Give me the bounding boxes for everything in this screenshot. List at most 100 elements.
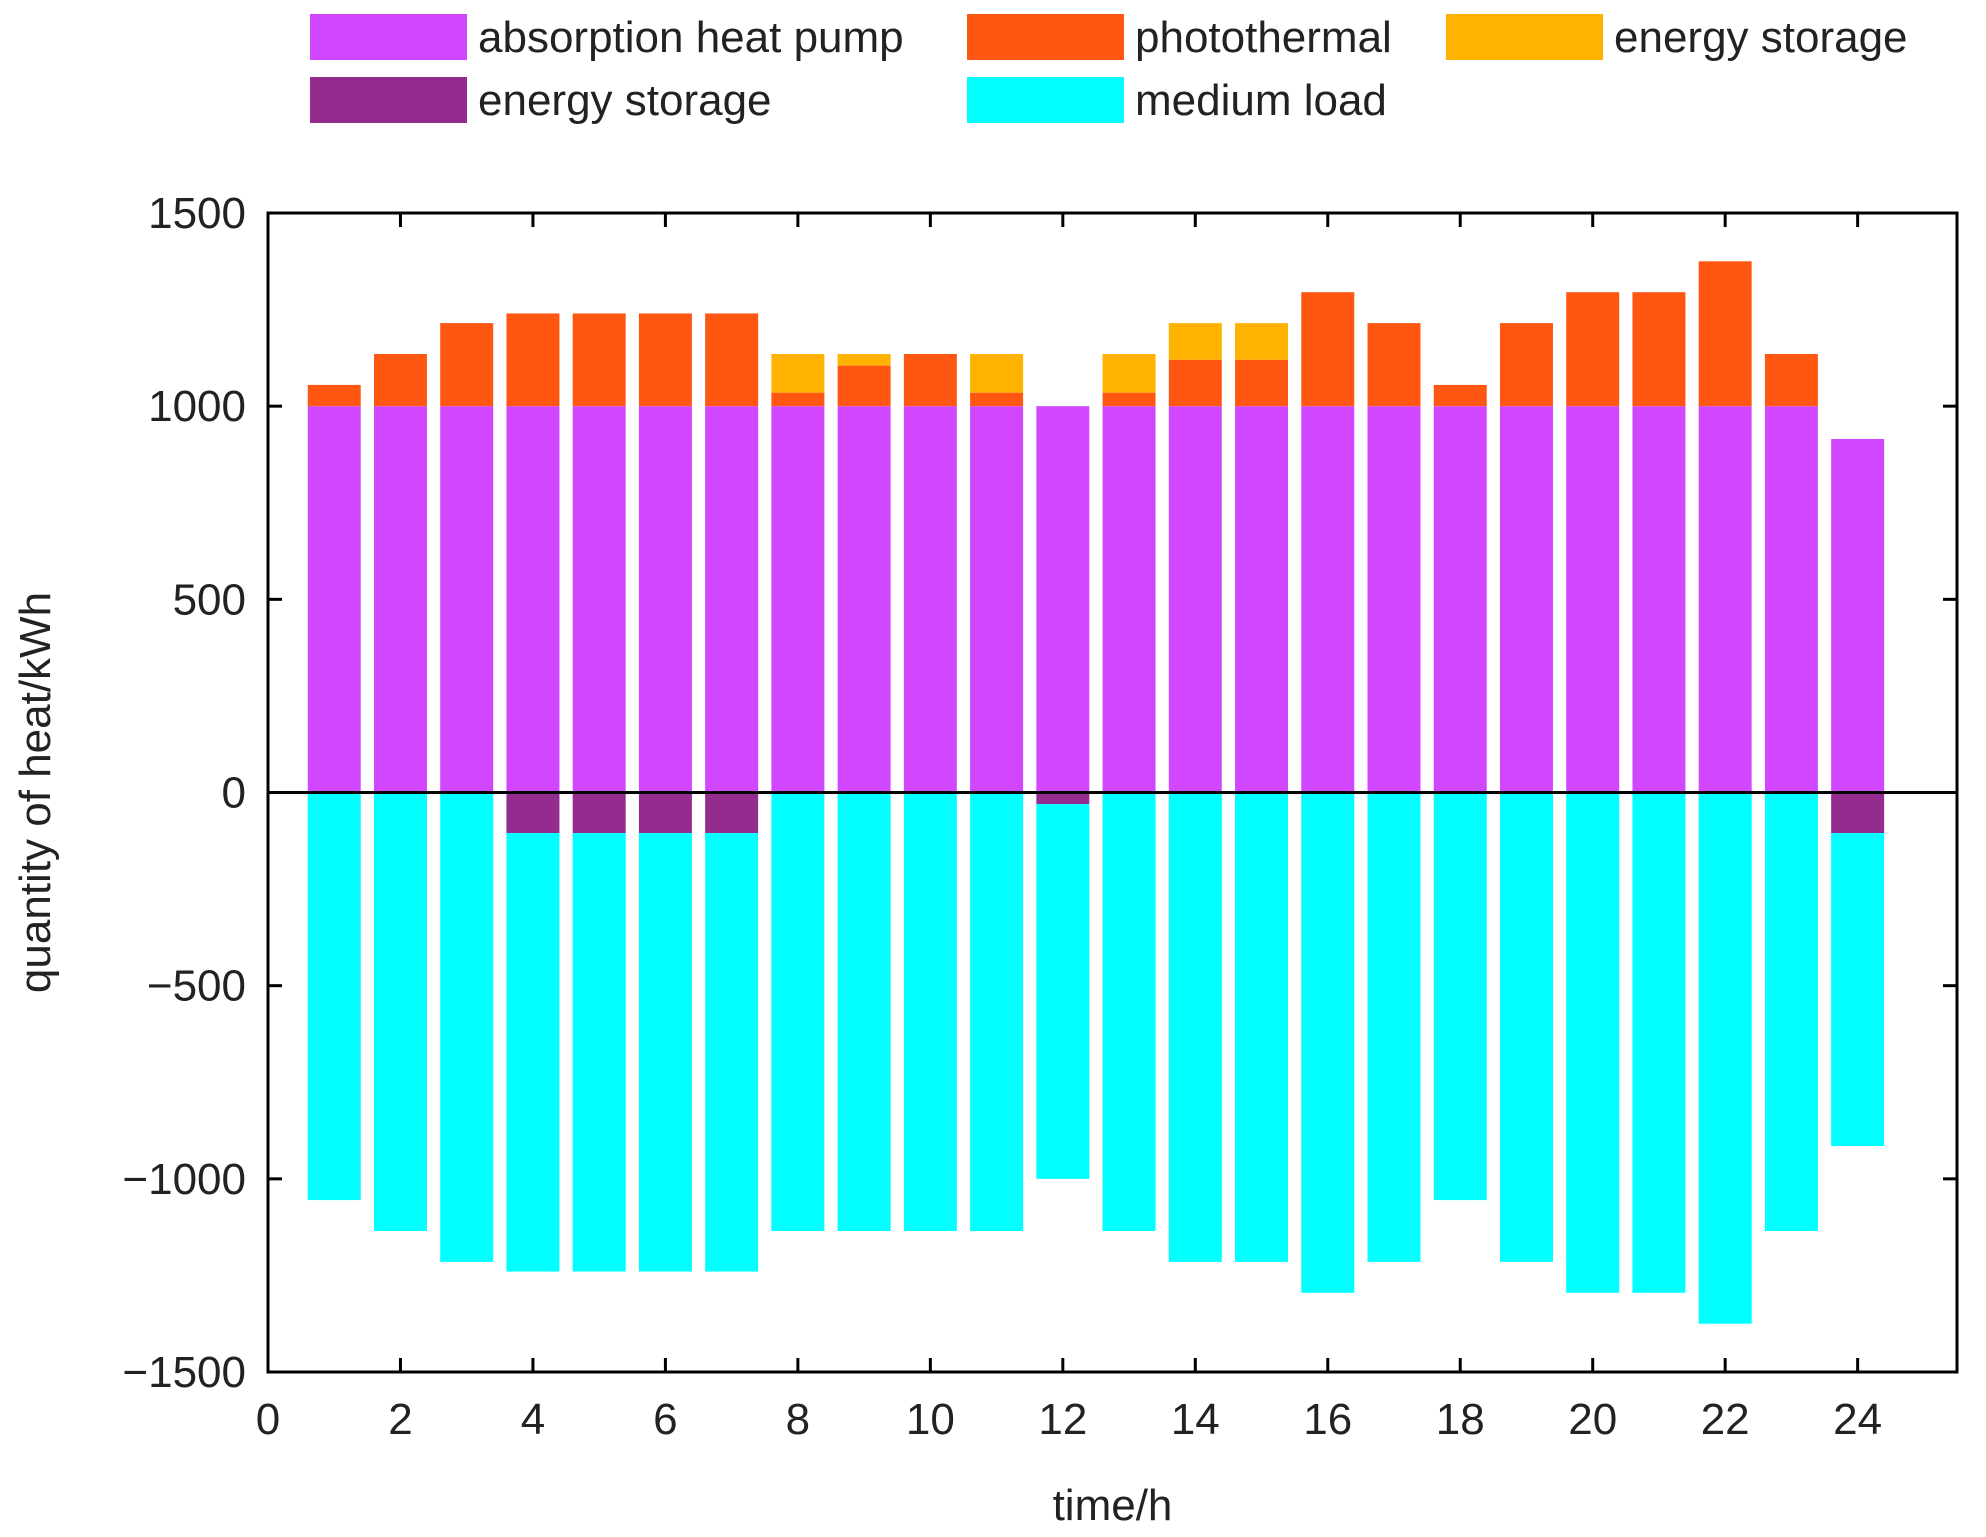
bar-series1-t17: [1367, 323, 1421, 407]
y-tick-label: −1000: [122, 1155, 246, 1204]
bar-series1-t5: [572, 313, 626, 407]
bar-series1-t6: [638, 313, 692, 407]
y-tick-label: 1500: [148, 189, 246, 238]
legend-label-4: medium load: [1135, 76, 1387, 125]
bar-series1-t18: [1433, 384, 1487, 407]
bar-series0-t18: [1433, 406, 1487, 793]
bar-series3-t12: [1036, 792, 1090, 805]
legend-label-3: energy storage: [478, 76, 772, 125]
bar-series1-t20: [1566, 292, 1620, 407]
bar-series0-t8: [771, 406, 825, 793]
bar-series4-t4: [506, 833, 560, 1272]
legend-label-2: energy storage: [1614, 13, 1908, 62]
bar-series0-t1: [307, 406, 361, 793]
bar-series0-t23: [1764, 406, 1818, 793]
bar-series4-t1: [307, 792, 361, 1201]
bar-series0-t2: [373, 406, 427, 793]
bar-series4-t9: [837, 792, 891, 1231]
y-tick-label: 1000: [148, 382, 246, 431]
legend-swatch-3: [310, 77, 467, 123]
bar-series4-t6: [638, 833, 692, 1272]
bar-series4-t18: [1433, 792, 1487, 1201]
bar-series4-t15: [1235, 792, 1289, 1262]
y-axis-label: quantity of heat/kWh: [11, 592, 60, 993]
y-tick-label: −500: [147, 962, 246, 1011]
bar-series0-t3: [440, 406, 494, 793]
bar-series1-t1: [307, 384, 361, 407]
bar-series0-t10: [903, 406, 957, 793]
bar-series0-t9: [837, 406, 891, 793]
bar-series4-t20: [1566, 792, 1620, 1293]
bar-series0-t16: [1301, 406, 1355, 793]
legend-swatch-4: [967, 77, 1124, 123]
y-tick-label: −1500: [122, 1348, 246, 1397]
bar-series2-t15: [1235, 323, 1289, 360]
bar-series0-t13: [1102, 406, 1156, 793]
bar-series0-t21: [1632, 406, 1686, 793]
x-tick-label: 12: [1038, 1395, 1087, 1444]
x-axis-label: time/h: [1053, 1481, 1173, 1530]
bar-series4-t21: [1632, 792, 1686, 1293]
bar-series0-t24: [1831, 439, 1885, 793]
x-tick-label: 24: [1833, 1395, 1882, 1444]
bar-series0-t4: [506, 406, 560, 793]
bar-series4-t12: [1036, 804, 1090, 1179]
bar-series1-t19: [1499, 323, 1553, 407]
legend-swatch-1: [967, 14, 1124, 60]
legend-label-1: photothermal: [1135, 13, 1392, 62]
bar-series1-t14: [1168, 359, 1222, 407]
bar-series4-t22: [1698, 792, 1752, 1324]
bar-series1-t7: [705, 313, 759, 407]
bar-series0-t20: [1566, 406, 1620, 793]
x-axis: 0 2 4 6 8 10 12 14 16 18 20 22 24: [256, 213, 1882, 1444]
bar-series0-t14: [1168, 406, 1222, 793]
legend-swatch-0: [310, 14, 467, 60]
y-tick-label: 0: [222, 769, 246, 818]
bar-series1-t21: [1632, 292, 1686, 407]
x-tick-label: 10: [906, 1395, 955, 1444]
bar-series2-t13: [1102, 354, 1156, 393]
bar-series2-t8: [771, 354, 825, 393]
bar-series1-t9: [837, 365, 891, 407]
x-tick-label: 18: [1436, 1395, 1485, 1444]
bar-series1-t15: [1235, 359, 1289, 407]
x-tick-label: 0: [256, 1395, 280, 1444]
x-tick-label: 6: [653, 1395, 677, 1444]
bar-series1-t8: [771, 392, 825, 407]
x-tick-label: 22: [1701, 1395, 1750, 1444]
bar-series4-t19: [1499, 792, 1553, 1262]
y-tick-label: 500: [173, 575, 246, 624]
bar-series1-t16: [1301, 292, 1355, 407]
bar-series1-t23: [1764, 354, 1818, 407]
x-tick-label: 20: [1568, 1395, 1617, 1444]
bar-series4-t17: [1367, 792, 1421, 1262]
bar-series2-t9: [837, 354, 891, 366]
bar-series1-t22: [1698, 261, 1752, 407]
bar-series4-t16: [1301, 792, 1355, 1293]
bar-series0-t6: [638, 406, 692, 793]
bar-series0-t7: [705, 406, 759, 793]
bar-series4-t10: [903, 792, 957, 1231]
x-tick-label: 16: [1303, 1395, 1352, 1444]
bar-series4-t11: [970, 792, 1024, 1231]
bar-series4-t7: [705, 833, 759, 1272]
x-tick-label: 8: [786, 1395, 810, 1444]
bar-series1-t2: [373, 354, 427, 407]
bar-series3-t7: [705, 792, 759, 834]
y-axis: −1500 −1000 −500 0 500 1000 1500: [122, 189, 1957, 1397]
bar-series0-t5: [572, 406, 626, 793]
bar-series1-t3: [440, 323, 494, 407]
bar-series0-t11: [970, 406, 1024, 793]
bar-series3-t24: [1831, 792, 1885, 834]
legend-swatch-2: [1446, 14, 1603, 60]
x-tick-label: 2: [388, 1395, 412, 1444]
bar-series4-t23: [1764, 792, 1818, 1231]
bars: [307, 261, 1885, 1324]
x-tick-label: 14: [1171, 1395, 1220, 1444]
legend-label-0: absorption heat pump: [478, 13, 904, 62]
bar-series1-t13: [1102, 392, 1156, 407]
bar-series4-t24: [1831, 833, 1885, 1146]
bar-series0-t12: [1036, 406, 1090, 793]
bar-series1-t4: [506, 313, 560, 407]
